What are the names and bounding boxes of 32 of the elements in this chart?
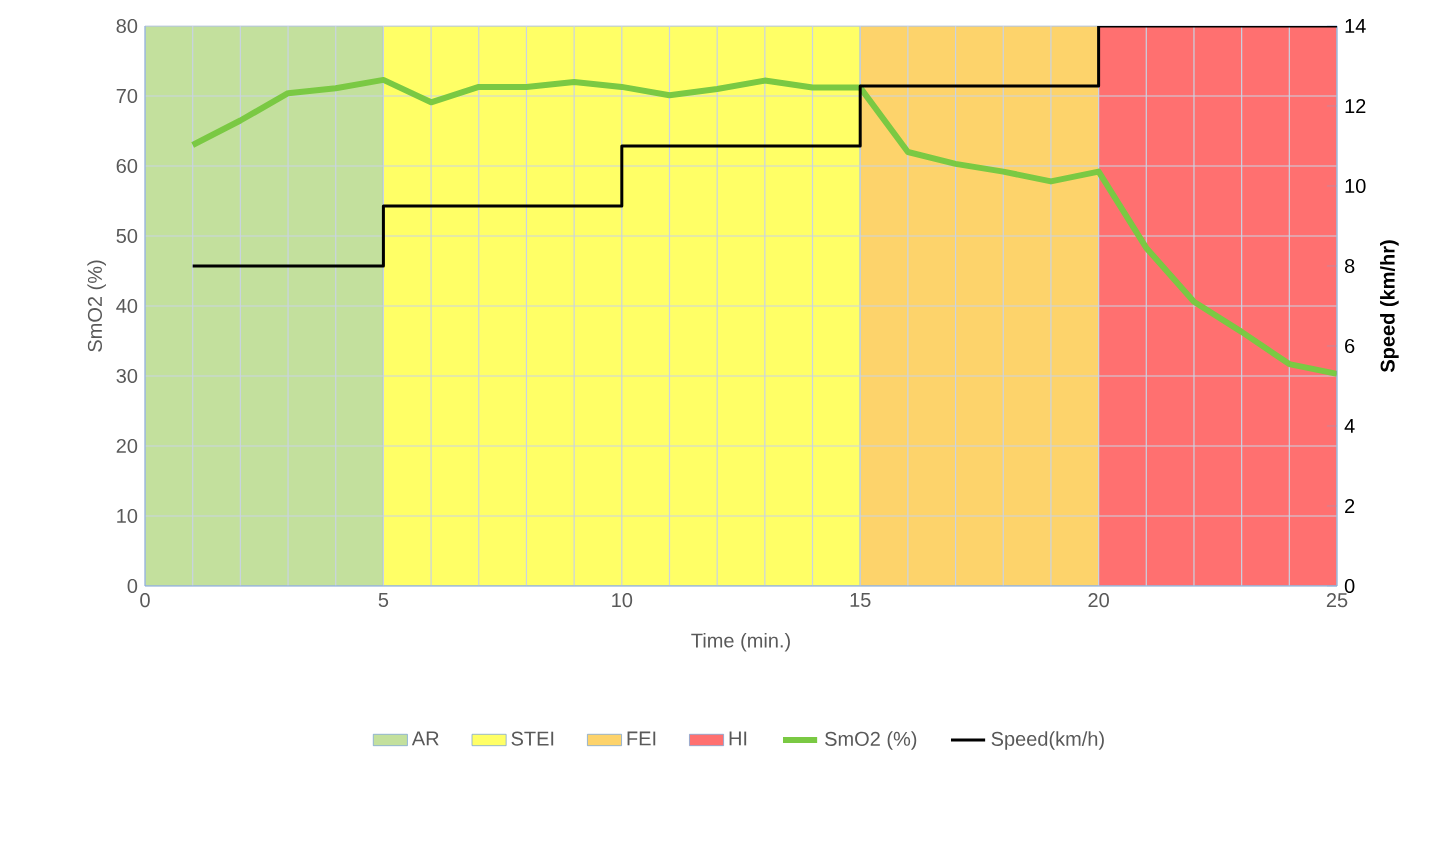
y-tick-label: 0 (127, 578, 138, 594)
y2-tick-label: 8 (1344, 258, 1355, 274)
y2-axis-title: Speed (km/hr) (1380, 240, 1399, 373)
y-axis-title: SmO2 (%) (87, 260, 106, 352)
x-axis-title: Time (min.) (691, 632, 790, 652)
y-tick-label: 60 (116, 158, 138, 174)
legend-label: FEI (627, 731, 656, 746)
x-tick-label: 20 (1088, 593, 1109, 608)
x-tick-label: 25 (1326, 593, 1348, 608)
x-tick-label: 15 (850, 593, 871, 607)
y-tick-label: 10 (117, 508, 138, 524)
y-tick-label: 20 (116, 438, 138, 454)
y-tick-label: 40 (116, 298, 138, 314)
y2-tick-label: 10 (1345, 178, 1366, 194)
legend-label: SmO2 (%) (825, 731, 917, 750)
y2-tick-label: 14 (1345, 19, 1366, 33)
y-tick-label: 70 (116, 88, 138, 104)
y-tick-label: 50 (116, 228, 138, 244)
y-tick-label: 80 (116, 18, 138, 34)
x-tick-label: 0 (140, 593, 150, 608)
y2-tick-label: 2 (1345, 499, 1355, 513)
y2-tick-label: 0 (1344, 578, 1355, 594)
y-tick-label: 30 (116, 368, 138, 384)
legend-label: HI (729, 731, 747, 746)
legend-label: Speed(km/h) (991, 731, 1104, 750)
legend-label: STEI (511, 731, 554, 746)
y2-tick-label: 4 (1344, 419, 1355, 433)
x-tick-label: 5 (378, 593, 389, 607)
y2-tick-label: 12 (1345, 99, 1366, 113)
legend-label: AR (411, 731, 439, 746)
x-tick-label: 10 (612, 593, 633, 608)
y2-tick-label: 6 (1345, 338, 1355, 354)
